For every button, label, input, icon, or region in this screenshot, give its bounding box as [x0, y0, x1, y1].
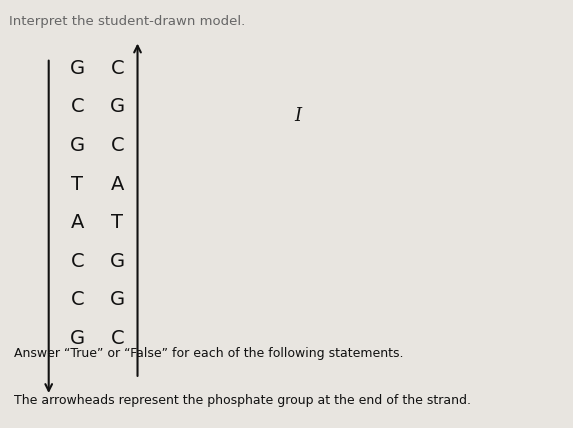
Text: T: T	[112, 213, 123, 232]
Text: G: G	[110, 98, 125, 116]
Text: Interpret the student-drawn model.: Interpret the student-drawn model.	[9, 15, 245, 28]
Text: The arrowheads represent the phosphate group at the end of the strand.: The arrowheads represent the phosphate g…	[14, 394, 472, 407]
Text: G: G	[70, 329, 85, 348]
Text: G: G	[110, 252, 125, 270]
Text: C: C	[70, 98, 84, 116]
Text: A: A	[111, 175, 124, 193]
Text: G: G	[70, 59, 85, 78]
Text: G: G	[70, 136, 85, 155]
Text: T: T	[72, 175, 83, 193]
Text: G: G	[110, 290, 125, 309]
Text: C: C	[70, 252, 84, 270]
Text: C: C	[70, 290, 84, 309]
Text: A: A	[70, 213, 84, 232]
Text: Answer “True” or “False” for each of the following statements.: Answer “True” or “False” for each of the…	[14, 347, 404, 360]
Text: C: C	[111, 136, 124, 155]
Text: C: C	[111, 59, 124, 78]
Text: C: C	[111, 329, 124, 348]
Text: I: I	[295, 107, 301, 125]
